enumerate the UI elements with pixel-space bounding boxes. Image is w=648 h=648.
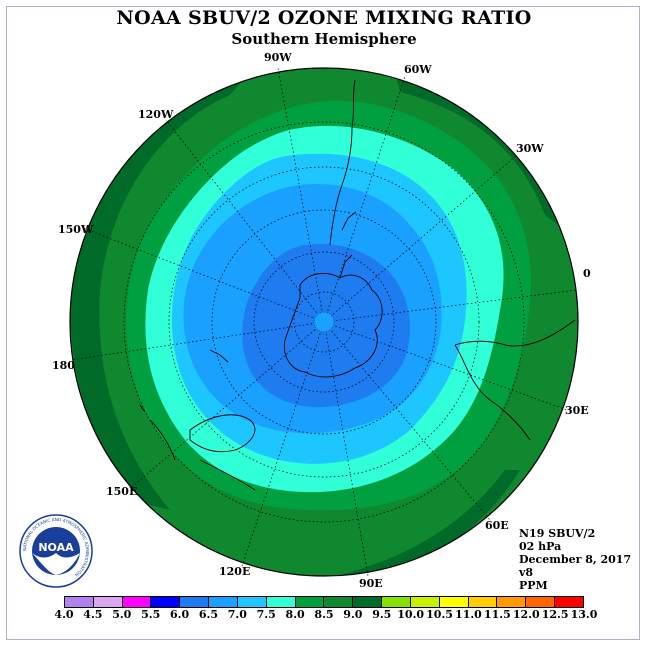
antarctic-peninsula (339, 254, 353, 279)
legend-tick-label: 8.5 (314, 608, 334, 621)
globe-outline (69, 67, 579, 577)
legend-swatch (555, 597, 583, 607)
legend-swatch (122, 597, 152, 607)
legend-swatch (439, 597, 469, 607)
legend-swatch (266, 597, 296, 607)
legend-swatch (382, 597, 411, 607)
australia-outline (189, 414, 256, 453)
legend-tick-label: 8.0 (285, 608, 305, 621)
lon-label-90w: 90W (264, 51, 292, 64)
legend-tick-label: 5.5 (141, 608, 161, 621)
coastlines (139, 79, 576, 491)
lon-label-60e: 60E (485, 519, 509, 532)
legend-tick-label: 12.5 (541, 608, 569, 621)
lon-label-30e: 30E (565, 404, 589, 417)
map-title: NOAA SBUV/2 OZONE MIXING RATIO (116, 7, 532, 29)
lon-label-150e: 150E (106, 485, 137, 498)
noaa-logo: NATIONAL OCEANIC AND ATMOSPHERIC ADMINIS… (19, 514, 93, 588)
version-label: v8 (519, 566, 534, 579)
color-legend-bar (64, 596, 584, 608)
units-label: PPM (519, 579, 548, 592)
legend-swatch (151, 597, 181, 607)
lon-label-180: 180 (52, 359, 75, 372)
legend-tick-label: 6.5 (198, 608, 219, 621)
lon-label-0: 0 (583, 267, 591, 280)
legend-tick-label: 6.0 (169, 608, 190, 621)
pole-marker (313, 311, 335, 333)
legend-tick-label: 11.5 (483, 608, 511, 621)
legend-tick-label: 7.5 (256, 608, 276, 621)
legend-tick-label: 11.0 (455, 608, 482, 621)
legend-swatch (65, 597, 94, 607)
legend-swatch (497, 597, 527, 607)
legend-swatch (237, 597, 267, 607)
legend-swatch (180, 597, 210, 607)
legend-tick-label: 9.0 (343, 608, 363, 621)
color-legend-ticks: 4.0 4.5 5.0 5.5 6.0 6.5 7.0 7.5 8.0 8.5 9.0 9.5 10.0… (54, 608, 597, 622)
legend-tick-label: 5.0 (112, 608, 132, 621)
logo-text: NOAA (38, 541, 74, 554)
legend-tick-label: 7.0 (227, 608, 247, 621)
legend-swatch (209, 597, 238, 607)
south-america-outline (329, 79, 356, 246)
contour-9-0-west (70, 72, 250, 510)
map-subtitle: Southern Hemisphere (231, 30, 417, 48)
africa-outline (454, 319, 576, 347)
antarctica-outline (283, 273, 383, 378)
legend-tick-label: 4.5 (83, 608, 103, 621)
legend-swatch (526, 597, 556, 607)
date-label: December 8, 2017 (519, 553, 632, 566)
legend-tick-label: 10.5 (426, 608, 453, 621)
legend-swatch (93, 597, 123, 607)
legend-swatch (468, 597, 498, 607)
legend-swatch (410, 597, 440, 607)
lon-label-120w: 120W (138, 108, 174, 121)
pressure-label: 02 hPa (519, 540, 562, 553)
new-zealand-outline (209, 349, 229, 363)
legend-tick-label: 9.5 (372, 608, 392, 621)
contour-9-0-northeast (395, 72, 565, 230)
legend-swatch (353, 597, 383, 607)
info-block: N19 SBUV/2 02 hPa December 8, 2017 v8 PP… (519, 527, 631, 592)
legend-tick-label: 12.0 (512, 608, 540, 621)
lon-label-120e: 120E (219, 565, 250, 578)
graticule (70, 67, 578, 577)
lon-label-90e: 90E (359, 577, 383, 590)
lon-label-150w: 150W (58, 223, 94, 236)
legend-tick-label: 13.0 (570, 608, 598, 621)
legend-swatch (295, 597, 325, 607)
legend-tick-label: 10.0 (397, 608, 425, 621)
legend-tick-label: 4.0 (54, 608, 74, 621)
legend-swatch (324, 597, 354, 607)
lon-label-60w: 60W (404, 63, 432, 76)
instrument-label: N19 SBUV/2 (519, 527, 596, 540)
lon-label-30w: 30W (516, 142, 544, 155)
